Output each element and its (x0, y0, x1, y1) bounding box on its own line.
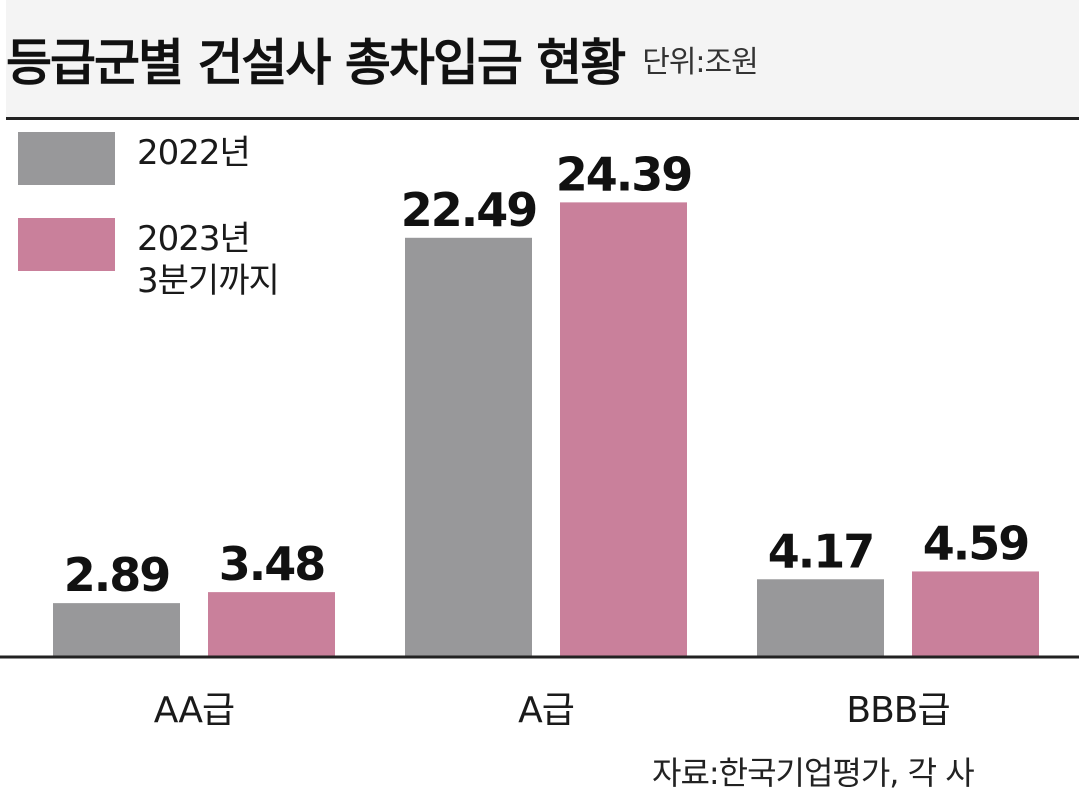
value-label-BBB급-series-0: 4.17 (768, 524, 874, 578)
unit-label: 단위:조원 (642, 44, 759, 80)
source-note: 자료:한국기업평가, 각 사 (652, 754, 975, 792)
value-label-A급-series-1: 24.39 (556, 147, 692, 201)
category-label-1: A급 (518, 690, 574, 731)
bars-group (53, 202, 1039, 657)
legend-swatch-2022 (18, 132, 115, 185)
bar-A급-series-0 (405, 237, 532, 657)
value-label-AA급-series-0: 2.89 (64, 548, 170, 602)
category-label-0: AA급 (154, 690, 234, 731)
category-label-2: BBB급 (846, 690, 949, 731)
header: 등급군별 건설사 총차입금 현황 단위:조원 (6, 0, 1079, 120)
legend: 2022년 2023년 3분기까지 (18, 132, 358, 332)
bar-BBB급-series-0 (757, 579, 884, 657)
labels-group: 2.89 3.48 AA급 22.49 24.39 A급 4.17 4.59 BBB급 (64, 147, 1031, 731)
legend-item-2022: 2022년 (18, 132, 251, 185)
bar-A급-series-1 (560, 202, 687, 657)
bar-AA급-series-0 (53, 603, 180, 657)
legend-item-2023: 2023년 3분기까지 (18, 218, 280, 302)
value-label-BBB급-series-1: 4.59 (923, 516, 1029, 570)
chart-title: 등급군별 건설사 총차입금 현황 (6, 33, 626, 92)
legend-label-2022: 2022년 (137, 133, 251, 173)
bar-AA급-series-1 (208, 592, 335, 657)
legend-label-2023: 2023년 3분기까지 (137, 219, 280, 301)
value-label-AA급-series-1: 3.48 (219, 537, 325, 591)
bar-BBB급-series-1 (912, 571, 1039, 657)
value-label-A급-series-0: 22.49 (401, 183, 537, 237)
legend-swatch-2023 (18, 218, 115, 271)
